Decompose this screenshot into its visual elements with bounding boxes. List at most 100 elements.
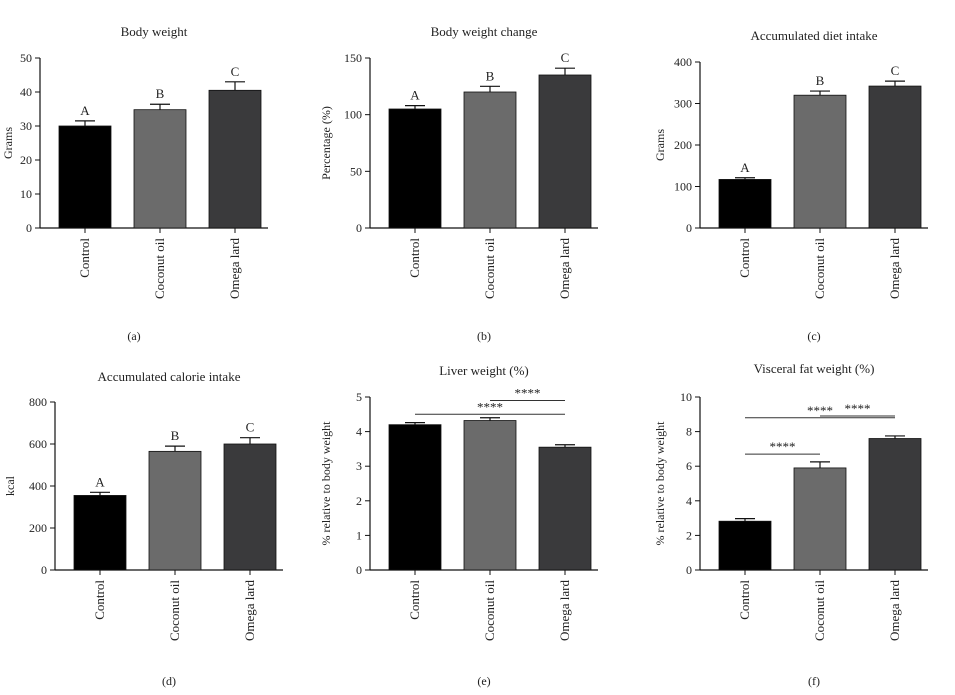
x-tick-label: Coconut oil: [482, 580, 497, 641]
significance-letter: A: [80, 103, 90, 118]
x-tick-label: Omega lard: [557, 580, 572, 642]
y-tick-label: 150: [344, 51, 362, 65]
y-tick-label: 5: [356, 390, 362, 404]
x-tick-label: Coconut oil: [812, 238, 827, 299]
y-tick-label: 0: [686, 221, 692, 235]
bar: [793, 94, 847, 229]
panel-label: (d): [162, 674, 176, 688]
y-tick-label: 200: [29, 521, 47, 535]
chart-title: Visceral fat weight (%): [754, 361, 875, 376]
significance-label: ****: [807, 403, 833, 418]
y-tick-label: 0: [356, 221, 362, 235]
chart-title: Body weight change: [431, 24, 538, 39]
y-tick-label: 20: [20, 153, 32, 167]
significance-letter: B: [156, 86, 165, 101]
y-tick-label: 0: [26, 221, 32, 235]
y-axis-label: % relative to body weight: [319, 421, 333, 546]
bar: [538, 74, 592, 229]
y-tick-label: 50: [350, 164, 362, 178]
significance-letter: C: [891, 63, 900, 78]
y-tick-label: 4: [356, 425, 362, 439]
significance-letter: B: [171, 428, 180, 443]
x-tick-label: Control: [407, 238, 422, 278]
x-tick-label: Control: [407, 580, 422, 620]
y-axis-label: Percentage (%): [319, 106, 333, 180]
significance-letter: C: [246, 420, 255, 435]
y-tick-label: 30: [20, 119, 32, 133]
x-tick-label: Control: [737, 580, 752, 620]
y-tick-label: 4: [686, 494, 692, 508]
bar: [463, 91, 517, 229]
y-tick-label: 600: [29, 437, 47, 451]
significance-letter: B: [486, 68, 495, 83]
panel-label: (b): [477, 329, 491, 343]
significance-letter: A: [95, 474, 105, 489]
bar: [793, 467, 847, 571]
bar: [463, 420, 517, 571]
significance-letter: A: [740, 160, 750, 175]
x-tick-label: Omega lard: [887, 580, 902, 642]
bar: [388, 108, 442, 229]
x-tick-label: Coconut oil: [152, 238, 167, 299]
y-tick-label: 6: [686, 459, 692, 473]
y-tick-label: 100: [344, 108, 362, 122]
bar: [133, 109, 187, 229]
chart-title: Accumulated calorie intake: [98, 369, 241, 384]
panel-label: (a): [127, 329, 140, 343]
y-tick-label: 0: [356, 563, 362, 577]
y-axis-label: kcal: [3, 475, 17, 496]
y-tick-label: 400: [674, 55, 692, 69]
y-axis-label: Grams: [1, 127, 15, 159]
y-tick-label: 800: [29, 395, 47, 409]
x-tick-label: Control: [92, 580, 107, 620]
y-tick-label: 1: [356, 528, 362, 542]
y-tick-label: 2: [356, 494, 362, 508]
chart-title: Liver weight (%): [439, 363, 529, 378]
significance-letter: C: [561, 50, 570, 65]
significance-letter: B: [816, 73, 825, 88]
x-tick-label: Omega lard: [887, 238, 902, 300]
bar: [148, 450, 202, 571]
bar: [868, 85, 922, 229]
y-tick-label: 8: [686, 425, 692, 439]
bar: [718, 179, 772, 229]
y-tick-label: 400: [29, 479, 47, 493]
bar: [388, 424, 442, 571]
bar: [58, 125, 112, 229]
x-tick-label: Omega lard: [227, 238, 242, 300]
significance-label: ****: [770, 439, 796, 454]
y-tick-label: 0: [686, 563, 692, 577]
x-tick-label: Coconut oil: [812, 580, 827, 641]
x-tick-label: Omega lard: [557, 238, 572, 300]
y-tick-label: 3: [356, 459, 362, 473]
x-tick-label: Control: [737, 238, 752, 278]
panel-label: (c): [807, 329, 820, 343]
bar: [73, 495, 127, 571]
x-tick-label: Coconut oil: [482, 238, 497, 299]
y-tick-label: 200: [674, 138, 692, 152]
chart-title: Accumulated diet intake: [750, 28, 877, 43]
bar: [718, 520, 772, 571]
y-axis-label: Grams: [653, 129, 667, 161]
y-tick-label: 2: [686, 528, 692, 542]
x-tick-label: Omega lard: [242, 580, 257, 642]
panel-label: (f): [808, 674, 820, 688]
y-tick-label: 0: [41, 563, 47, 577]
chart-title: Body weight: [121, 24, 188, 39]
y-tick-label: 10: [680, 390, 692, 404]
panel-label: (e): [477, 674, 490, 688]
y-tick-label: 100: [674, 180, 692, 194]
significance-label: ****: [515, 385, 541, 400]
y-axis-label: % relative to body weight: [653, 421, 667, 546]
bar: [223, 443, 277, 571]
significance-label: ****: [477, 399, 503, 414]
y-tick-label: 40: [20, 85, 32, 99]
x-tick-label: Control: [77, 238, 92, 278]
bar: [868, 438, 922, 571]
significance-label: ****: [845, 401, 871, 416]
y-tick-label: 300: [674, 97, 692, 111]
y-tick-label: 10: [20, 187, 32, 201]
x-tick-label: Coconut oil: [167, 580, 182, 641]
bar: [208, 89, 262, 229]
